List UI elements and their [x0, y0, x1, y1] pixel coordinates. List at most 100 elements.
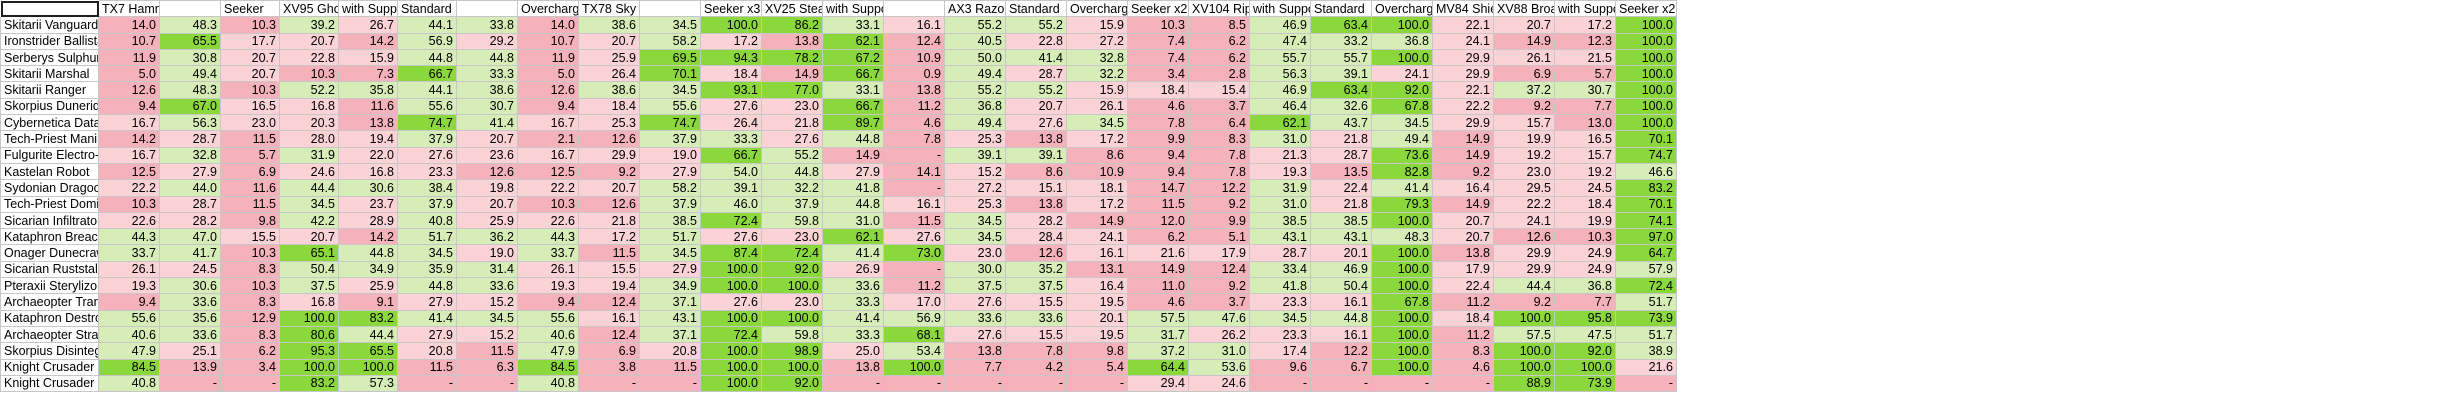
data-cell[interactable]: 39.1 — [944, 146, 1006, 164]
data-cell[interactable]: 37.9 — [397, 130, 457, 148]
data-cell[interactable]: 11.0 — [1127, 277, 1189, 295]
data-cell[interactable]: 19.2 — [1554, 162, 1616, 181]
data-cell[interactable]: 21.8 — [1310, 130, 1372, 148]
data-cell[interactable]: - — [883, 179, 945, 197]
column-header[interactable]: Seeker x2 — [1127, 0, 1189, 18]
data-cell[interactable]: 37.9 — [761, 195, 823, 213]
data-cell[interactable]: 100.0 — [761, 358, 823, 376]
data-cell[interactable]: 48.3 — [159, 16, 221, 34]
data-cell[interactable]: 22.0 — [338, 146, 398, 164]
data-cell[interactable]: 6.4 — [1188, 114, 1250, 132]
data-cell[interactable]: 23.3 — [1249, 325, 1311, 344]
data-cell[interactable]: 36.8 — [944, 97, 1006, 116]
data-cell[interactable]: 9.8 — [220, 211, 280, 230]
data-cell[interactable]: 16.5 — [1554, 130, 1616, 148]
data-cell[interactable]: 59.8 — [761, 325, 823, 344]
data-cell[interactable]: 12.6 — [456, 162, 518, 181]
data-cell[interactable]: 14.9 — [761, 65, 823, 83]
data-cell[interactable]: 100.0 — [1371, 342, 1433, 360]
row-label[interactable]: Cybernetica Datasmith — [0, 114, 99, 132]
data-cell[interactable]: - — [1310, 374, 1372, 393]
data-cell[interactable]: 56.3 — [159, 114, 221, 132]
data-cell[interactable]: 11.5 — [456, 342, 518, 360]
data-cell[interactable]: 35.8 — [338, 81, 398, 99]
column-header[interactable]: Overcharged — [1066, 0, 1128, 18]
data-cell[interactable]: 16.7 — [517, 114, 579, 132]
data-cell[interactable]: 15.9 — [1066, 16, 1128, 34]
data-cell[interactable]: 12.6 — [1493, 228, 1555, 246]
data-cell[interactable]: 27.2 — [944, 179, 1006, 197]
data-cell[interactable]: 12.4 — [883, 32, 945, 50]
data-cell[interactable]: 46.9 — [1249, 81, 1311, 99]
data-cell[interactable]: - — [1371, 374, 1433, 393]
data-cell[interactable]: 15.2 — [456, 293, 518, 311]
data-cell[interactable]: 37.2 — [1127, 342, 1189, 360]
data-cell[interactable]: 7.7 — [944, 358, 1006, 376]
data-cell[interactable]: 36.2 — [456, 228, 518, 246]
data-cell[interactable]: 9.4 — [1127, 146, 1189, 164]
data-cell[interactable]: 37.2 — [1493, 81, 1555, 99]
data-cell[interactable]: 57.5 — [1493, 325, 1555, 344]
data-cell[interactable]: 29.4 — [1127, 374, 1189, 393]
data-cell[interactable]: 77.0 — [761, 81, 823, 99]
data-cell[interactable]: 19.3 — [98, 277, 160, 295]
data-cell[interactable]: 33.6 — [1005, 309, 1067, 327]
data-cell[interactable]: 9.1 — [338, 293, 398, 311]
data-cell[interactable]: 37.5 — [944, 277, 1006, 295]
data-cell[interactable]: 44.8 — [761, 162, 823, 181]
data-cell[interactable]: 6.9 — [220, 162, 280, 181]
data-cell[interactable]: 33.7 — [98, 244, 160, 262]
data-cell[interactable]: 10.3 — [98, 195, 160, 213]
data-cell[interactable]: 11.5 — [220, 195, 280, 213]
data-cell[interactable]: 44.8 — [822, 195, 884, 213]
data-cell[interactable]: 92.0 — [1554, 342, 1616, 360]
data-cell[interactable]: 17.2 — [1066, 130, 1128, 148]
row-label[interactable]: Skitarii Marshal — [0, 65, 99, 83]
data-cell[interactable]: 9.9 — [1188, 211, 1250, 230]
data-cell[interactable]: 15.9 — [1066, 81, 1128, 99]
data-cell[interactable]: 86.2 — [761, 16, 823, 34]
data-cell[interactable]: 47.4 — [1249, 32, 1311, 50]
data-cell[interactable]: 26.1 — [517, 260, 579, 279]
data-cell[interactable]: 13.8 — [1432, 244, 1494, 262]
data-cell[interactable]: 55.2 — [1005, 16, 1067, 34]
data-cell[interactable]: 62.1 — [1249, 114, 1311, 132]
data-cell[interactable]: 10.9 — [1066, 162, 1128, 181]
data-cell[interactable]: 84.5 — [98, 358, 160, 376]
data-cell[interactable]: 22.2 — [98, 179, 160, 197]
data-cell[interactable]: 15.4 — [1188, 81, 1250, 99]
data-cell[interactable]: 8.3 — [220, 293, 280, 311]
data-cell[interactable]: 100.0 — [1493, 309, 1555, 327]
data-cell[interactable]: 72.4 — [1615, 277, 1677, 295]
data-cell[interactable]: 29.9 — [1432, 48, 1494, 67]
data-cell[interactable]: 40.6 — [517, 325, 579, 344]
data-cell[interactable]: - — [1005, 374, 1067, 393]
data-cell[interactable]: 10.3 — [220, 244, 280, 262]
data-cell[interactable]: 14.9 — [822, 146, 884, 164]
data-cell[interactable]: 47.9 — [98, 342, 160, 360]
data-cell[interactable]: 22.8 — [279, 48, 339, 67]
data-cell[interactable]: 14.2 — [338, 228, 398, 246]
data-cell[interactable]: 100.0 — [1615, 81, 1677, 99]
data-cell[interactable]: 9.4 — [98, 293, 160, 311]
data-cell[interactable]: 49.4 — [944, 114, 1006, 132]
data-cell[interactable]: 39.1 — [1310, 65, 1372, 83]
data-cell[interactable]: 9.2 — [1188, 195, 1250, 213]
data-cell[interactable]: - — [1249, 374, 1311, 393]
data-cell[interactable]: 40.6 — [98, 325, 160, 344]
data-cell[interactable]: 100.0 — [1615, 114, 1677, 132]
data-cell[interactable]: 27.9 — [822, 162, 884, 181]
data-cell[interactable]: 38.6 — [456, 81, 518, 99]
data-cell[interactable]: 35.6 — [159, 309, 221, 327]
data-cell[interactable]: 27.9 — [159, 162, 221, 181]
data-cell[interactable]: 26.9 — [822, 260, 884, 279]
data-cell[interactable]: 11.5 — [883, 211, 945, 230]
data-cell[interactable]: 22.1 — [1432, 16, 1494, 34]
data-cell[interactable]: 4.6 — [1127, 97, 1189, 116]
data-cell[interactable]: 19.5 — [1066, 325, 1128, 344]
data-cell[interactable]: 47.5 — [1554, 325, 1616, 344]
data-cell[interactable]: 19.0 — [456, 244, 518, 262]
data-cell[interactable]: 100.0 — [1615, 97, 1677, 116]
data-cell[interactable]: 7.8 — [1127, 114, 1189, 132]
